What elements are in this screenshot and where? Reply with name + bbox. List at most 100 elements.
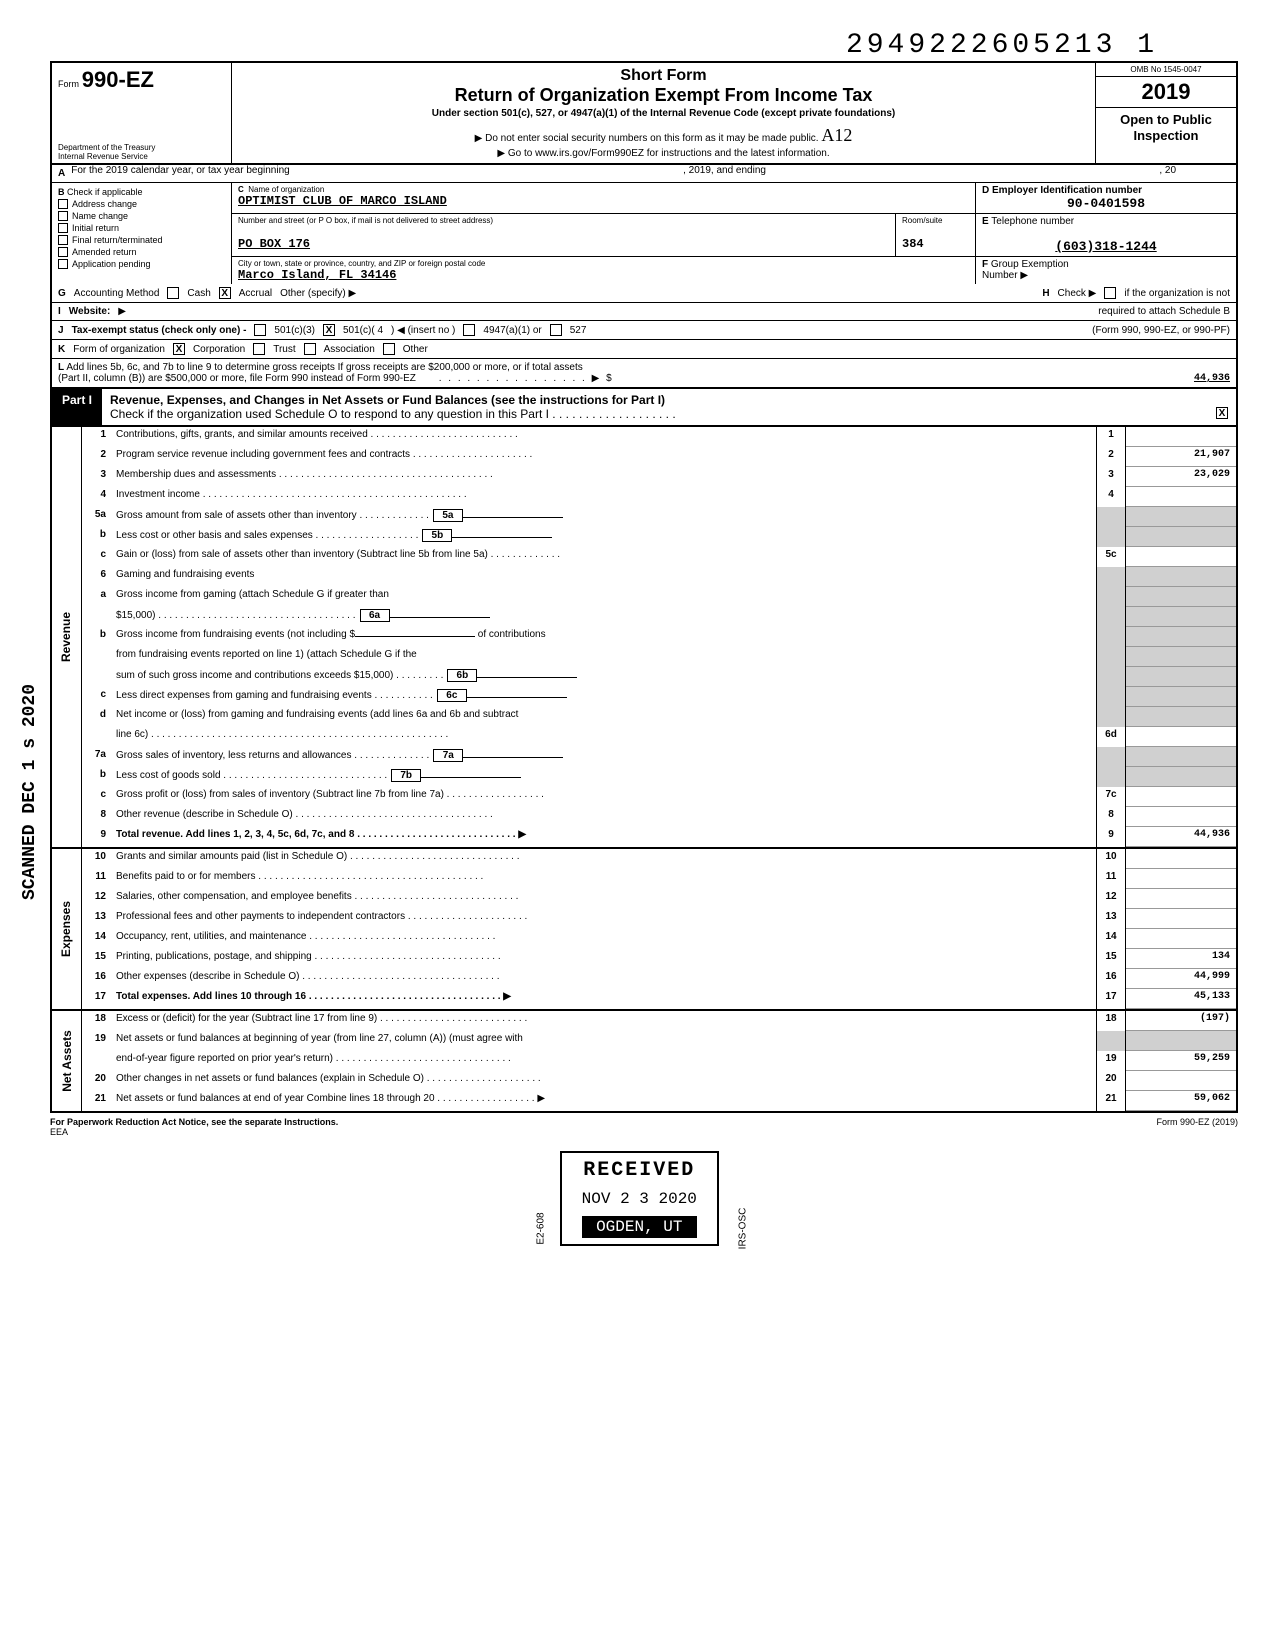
ln4-num: 4: [82, 487, 112, 507]
chk-address-change[interactable]: [58, 199, 68, 209]
row-g: G Accounting Method Cash XAccrual Other …: [50, 284, 1238, 303]
ln6a-text2: $15,000) . . . . . . . . . . . . . . . .…: [112, 607, 1096, 627]
ln18-text: Excess or (deficit) for the year (Subtra…: [112, 1011, 1096, 1031]
stamp-left-code: E2-608: [535, 1212, 546, 1244]
c-label: C: [238, 185, 244, 194]
lbl-527: 527: [570, 325, 587, 336]
ln10-text: Grants and similar amounts paid (list in…: [112, 849, 1096, 869]
revenue-grid: Revenue 1Contributions, gifts, grants, a…: [50, 427, 1238, 849]
ln15-amt: 134: [1126, 949, 1236, 969]
side-expenses: Expenses: [52, 849, 82, 1009]
ln6a-text: Gross income from gaming (attach Schedul…: [112, 587, 1096, 607]
ln16-box: 16: [1096, 969, 1126, 989]
ln21-num: 21: [82, 1091, 112, 1111]
org-name: OPTIMIST CLUB OF MARCO ISLAND: [238, 194, 969, 208]
ln7a-text: Gross sales of inventory, less returns a…: [112, 747, 1096, 767]
ln6b-text2: from fundraising events reported on line…: [112, 647, 1096, 667]
ln19-num: 19: [82, 1031, 112, 1051]
chk-4947[interactable]: [463, 324, 475, 336]
ln6-amt: [1126, 567, 1236, 587]
footer: For Paperwork Reduction Act Notice, see …: [50, 1113, 1238, 1141]
chk-final-return[interactable]: [58, 235, 68, 245]
ln7a-num: 7a: [82, 747, 112, 767]
ln5b-box: [1096, 527, 1126, 547]
header-left: Form 990-EZ Department of the Treasury I…: [52, 63, 232, 163]
ln9-amt: 44,936: [1126, 827, 1236, 847]
chk-trust[interactable]: [253, 343, 265, 355]
ln5b-amt: [1126, 527, 1236, 547]
ln5a-num: 5a: [82, 507, 112, 527]
chk-initial-return[interactable]: [58, 223, 68, 233]
part1-header: Part I Revenue, Expenses, and Changes in…: [50, 389, 1238, 427]
part1-check: Check if the organization used Schedule …: [110, 407, 549, 421]
lbl-initial-return: Initial return: [72, 223, 119, 233]
chk-501c3[interactable]: [254, 324, 266, 336]
lbl-address-change: Address change: [72, 199, 137, 209]
ln2-text: Program service revenue including govern…: [112, 447, 1096, 467]
ln18-amt: (197): [1126, 1011, 1236, 1031]
tax-year: 2019: [1096, 77, 1236, 108]
chk-assoc[interactable]: [304, 343, 316, 355]
ln6d-text2: line 6c) . . . . . . . . . . . . . . . .…: [112, 727, 1096, 747]
row-l: L Add lines 5b, 6c, and 7b to line 9 to …: [50, 359, 1238, 389]
chk-h[interactable]: [1104, 287, 1116, 299]
ln13-text: Professional fees and other payments to …: [112, 909, 1096, 929]
ln12-amt: [1126, 889, 1236, 909]
chk-app-pending[interactable]: [58, 259, 68, 269]
ln20-text: Other changes in net assets or fund bala…: [112, 1071, 1096, 1091]
e-lbl: Telephone number: [991, 216, 1074, 227]
ln5b-num: b: [82, 527, 112, 547]
phone: (603)318-1244: [982, 239, 1230, 254]
lbl-cash: Cash: [187, 288, 210, 299]
ln18-num: 18: [82, 1011, 112, 1031]
h-label: H: [1042, 288, 1049, 299]
ln20-amt: [1126, 1071, 1236, 1091]
chk-schedule-o[interactable]: X: [1216, 407, 1228, 419]
paperwork-notice: For Paperwork Reduction Act Notice, see …: [50, 1117, 338, 1127]
ln14-text: Occupancy, rent, utilities, and maintena…: [112, 929, 1096, 949]
chk-501c[interactable]: X: [323, 324, 335, 336]
ln16-amt: 44,999: [1126, 969, 1236, 989]
chk-corp[interactable]: X: [173, 343, 185, 355]
h-text: Check ▶: [1058, 288, 1097, 299]
g-text: Accounting Method: [74, 288, 160, 299]
ln5a-box: [1096, 507, 1126, 527]
ln6a-num: a: [82, 587, 112, 607]
city-state-zip: Marco Island, FL 34146: [238, 268, 969, 282]
ln8-amt: [1126, 807, 1236, 827]
ln3-box: 3: [1096, 467, 1126, 487]
ln12-num: 12: [82, 889, 112, 909]
ln6c-num: c: [82, 687, 112, 707]
ln13-amt: [1126, 909, 1236, 929]
ln14-box: 14: [1096, 929, 1126, 949]
ln20-num: 20: [82, 1071, 112, 1091]
header-right: OMB No 1545-0047 2019 Open to Public Ins…: [1096, 63, 1236, 163]
scanned-stamp: SCANNED DEC 1 s 2020: [20, 684, 40, 900]
ln8-num: 8: [82, 807, 112, 827]
d-label: D: [982, 185, 989, 196]
ln4-amt: [1126, 487, 1236, 507]
chk-accrual[interactable]: X: [219, 287, 231, 299]
lbl-amended: Amended return: [72, 247, 137, 257]
row-k: K Form of organization XCorporation Trus…: [50, 340, 1238, 359]
ln4-text: Investment income . . . . . . . . . . . …: [112, 487, 1096, 507]
ln5a-text: Gross amount from sale of assets other t…: [112, 507, 1096, 527]
chk-cash[interactable]: [167, 287, 179, 299]
stamps: E2-608 RECEIVED NOV 2 3 2020 OGDEN, UT I…: [50, 1151, 1238, 1246]
ln1-amt: [1126, 427, 1236, 447]
goto-url: ▶ Go to www.irs.gov/Form990EZ for instru…: [238, 148, 1089, 159]
ln10-amt: [1126, 849, 1236, 869]
ln15-box: 15: [1096, 949, 1126, 969]
ln11-amt: [1126, 869, 1236, 889]
omb-number: OMB No 1545-0047: [1096, 63, 1236, 77]
received-stamp: RECEIVED NOV 2 3 2020 OGDEN, UT: [560, 1151, 719, 1246]
chk-amended[interactable]: [58, 247, 68, 257]
ln7c-num: c: [82, 787, 112, 807]
chk-other-org[interactable]: [383, 343, 395, 355]
chk-name-change[interactable]: [58, 211, 68, 221]
ln14-num: 14: [82, 929, 112, 949]
ln7c-amt: [1126, 787, 1236, 807]
chk-527[interactable]: [550, 324, 562, 336]
row-a: A For the 2019 calendar year, or tax yea…: [50, 165, 1238, 183]
ln19-text2: end-of-year figure reported on prior yea…: [112, 1051, 1096, 1071]
